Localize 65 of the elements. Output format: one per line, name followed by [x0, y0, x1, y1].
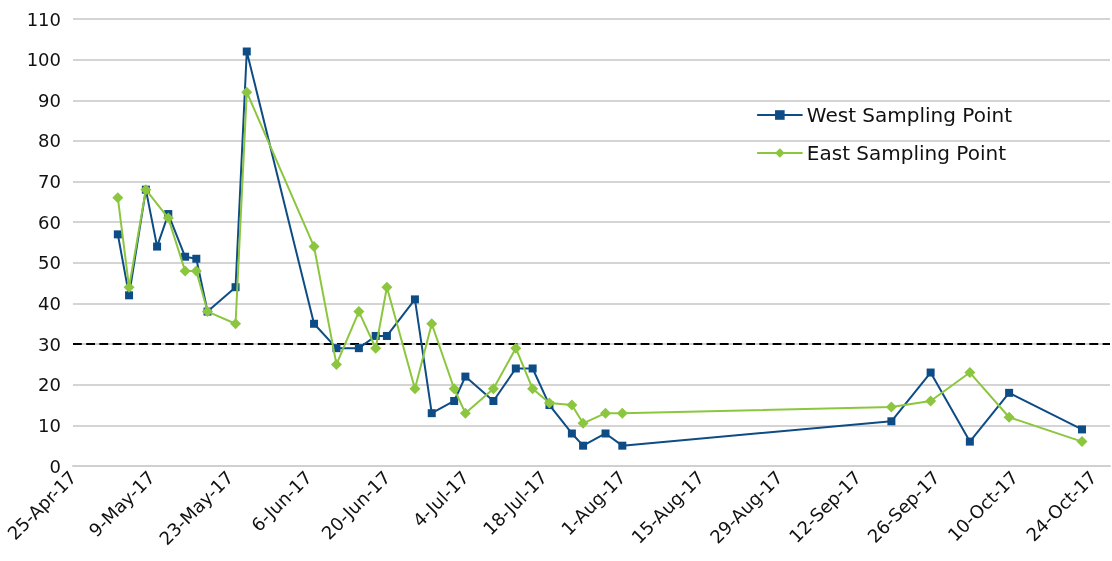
point: [181, 252, 190, 261]
point: [370, 342, 382, 354]
legend-label: West Sampling Point: [806, 103, 1013, 127]
point: [528, 364, 537, 373]
point: [543, 397, 555, 409]
y-tick-label: 50: [38, 252, 61, 274]
point: [926, 368, 935, 377]
point: [577, 417, 589, 429]
point: [489, 396, 498, 405]
point: [1005, 388, 1014, 397]
point: [510, 342, 522, 354]
point: [353, 306, 365, 318]
y-tick-label: 60: [38, 211, 61, 233]
point: [1003, 411, 1015, 423]
y-tick-label: 110: [26, 8, 61, 30]
point: [887, 417, 896, 426]
point: [1077, 425, 1086, 434]
point: [354, 344, 363, 353]
point: [230, 318, 242, 330]
y-tick-label: 30: [38, 333, 61, 355]
point: [192, 254, 201, 263]
point: [616, 407, 628, 419]
point: [450, 396, 459, 405]
point: [511, 364, 520, 373]
point: [600, 407, 612, 419]
y-tick-label: 90: [38, 89, 61, 111]
point: [382, 331, 391, 340]
point: [487, 383, 499, 395]
y-tick-label: 80: [38, 130, 61, 152]
point: [885, 401, 897, 413]
point: [618, 441, 627, 450]
point: [527, 383, 539, 395]
point: [330, 358, 342, 370]
point: [381, 281, 393, 293]
y-tick-label: 40: [38, 292, 61, 314]
point: [448, 383, 460, 395]
point: [308, 241, 320, 253]
point: [579, 441, 588, 450]
point: [242, 47, 251, 56]
point: [1076, 436, 1088, 448]
point: [964, 367, 976, 379]
point: [241, 86, 253, 98]
point: [601, 429, 610, 438]
point: [459, 407, 471, 419]
point: [310, 319, 319, 328]
point: [426, 318, 438, 330]
y-tick-label: 100: [26, 49, 61, 71]
point: [409, 383, 421, 395]
point: [925, 395, 937, 407]
point: [179, 265, 191, 277]
y-tick-label: 70: [38, 171, 61, 193]
point: [410, 295, 419, 304]
point: [567, 429, 576, 438]
y-tick-label: 20: [38, 374, 61, 396]
point: [125, 291, 134, 300]
legend-label: East Sampling Point: [806, 141, 1007, 165]
point: [162, 212, 174, 224]
y-tick-label: 10: [38, 414, 61, 436]
point: [461, 372, 470, 381]
point: [965, 437, 974, 446]
point: [153, 242, 162, 251]
point: [427, 409, 436, 418]
point: [566, 399, 578, 411]
point: [112, 192, 124, 204]
point: [113, 230, 122, 239]
